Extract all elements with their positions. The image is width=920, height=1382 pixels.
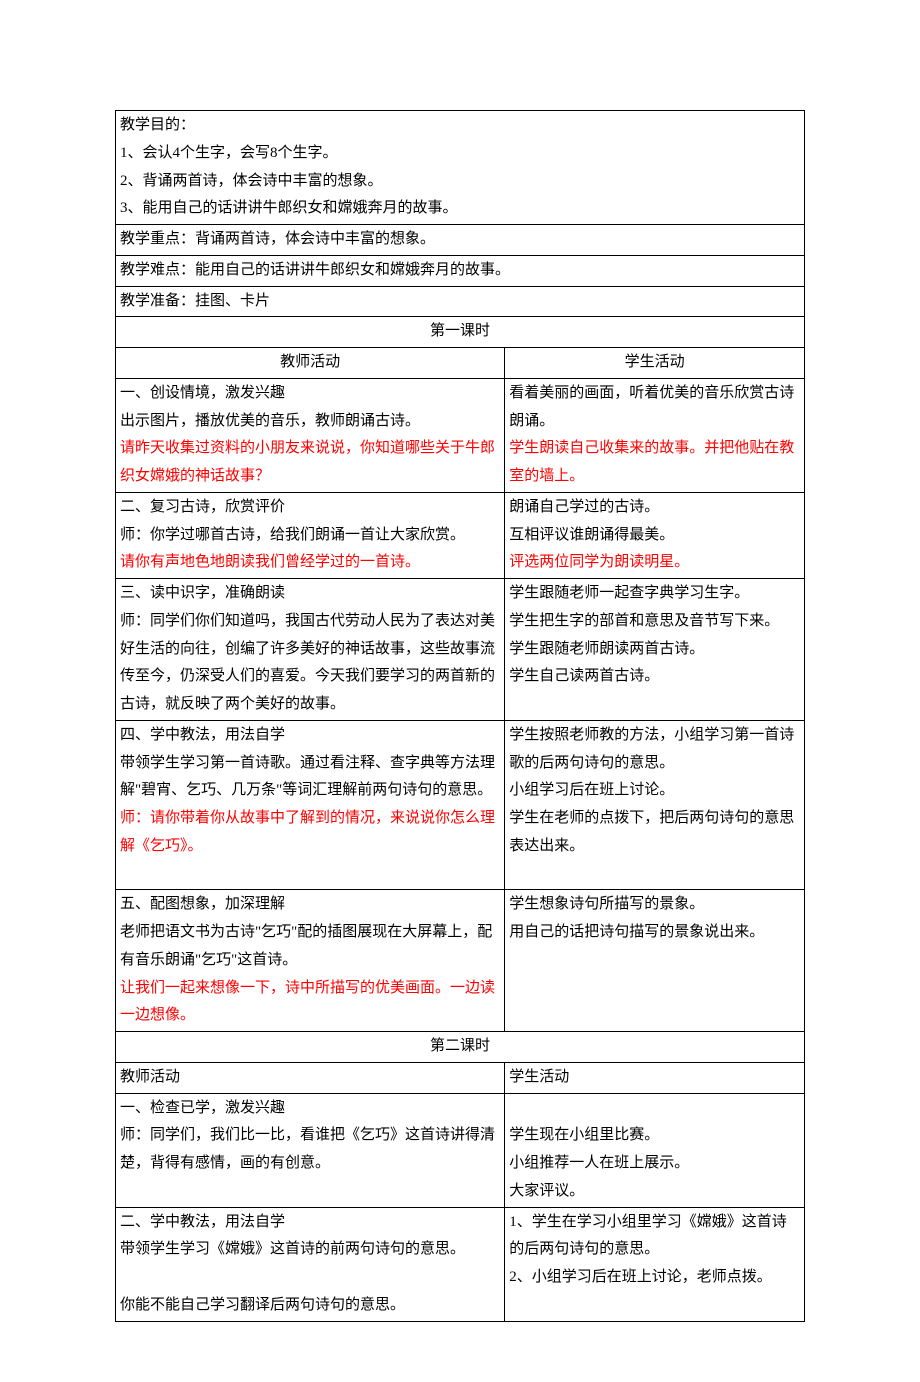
- p2s1-s3: 大家评议。: [509, 1178, 800, 1206]
- p1s1-t3: 请昨天收集过资料的小朋友来说说，你知道哪些关于牛郎织女嫦娥的神话故事？: [120, 435, 500, 491]
- p1s1-s1: 看着美丽的画面，听着优美的音乐欣赏古诗朗诵。: [509, 380, 800, 436]
- table-row: 教师活动 学生活动: [116, 348, 805, 379]
- p1s3-s3: 学生跟随老师朗读两首古诗。: [509, 636, 800, 664]
- p2s2-teacher: 二、学中教法，用法自学 带领学生学习《嫦娥》这首诗的前两句诗句的意思。 你能不能…: [116, 1207, 505, 1321]
- p1s2-s2: 互相评议谁朗诵得最美。: [509, 522, 800, 550]
- p1s2-student: 朗诵自己学过的古诗。 互相评议谁朗诵得最美。 评选两位同学为朗读明星。: [505, 492, 805, 578]
- p2-teacher-header: 教师活动: [116, 1062, 505, 1093]
- p2-student-header: 学生活动: [505, 1062, 805, 1093]
- objective-2: 2、背诵两首诗，体会诗中丰富的想象。: [120, 168, 800, 196]
- p1s5-t3: 让我们一起来想像一下，诗中所描写的优美画面。一边读一边想像。: [120, 975, 500, 1031]
- p2s2-student: 1、学生在学习小组里学习《嫦娥》这首诗的后两句诗句的意思。 2、小组学习后在班上…: [505, 1207, 805, 1321]
- key-point-cell: 教学重点：背诵两首诗，体会诗中丰富的想象。: [116, 225, 805, 256]
- table-row: 教学难点：能用自己的话讲讲牛郎织女和嫦娥奔月的故事。: [116, 255, 805, 286]
- preparation: 教学准备：挂图、卡片: [120, 288, 800, 316]
- p1s5-t2: 老师把语文书为古诗"乞巧"配的插图展现在大屏幕上，配有音乐朗诵"乞巧"这首诗。: [120, 919, 500, 975]
- table-row: 教学目的： 1、会认4个生字，会写8个生字。 2、背诵两首诗，体会诗中丰富的想象…: [116, 111, 805, 225]
- p1s2-s3: 评选两位同学为朗读明星。: [509, 549, 800, 577]
- p1s1-t1: 一、创设情境，激发兴趣: [120, 380, 500, 408]
- p1s2-s1: 朗诵自己学过的古诗。: [509, 494, 800, 522]
- p1s3-s4: 学生自己读两首古诗。: [509, 663, 800, 691]
- p2s2-t1: 二、学中教法，用法自学: [120, 1209, 500, 1237]
- objective-3: 3、能用自己的话讲讲牛郎织女和嫦娥奔月的故事。: [120, 195, 800, 223]
- period2-title-cell: 第二课时: [116, 1032, 805, 1063]
- p1-student-header: 学生活动: [505, 348, 805, 379]
- key-point: 教学重点：背诵两首诗，体会诗中丰富的想象。: [120, 226, 800, 254]
- period1-title: 第一课时: [430, 323, 490, 339]
- p1s2-t3: 请你有声地色地朗读我们曾经学过的一首诗。: [120, 549, 500, 577]
- p2s1-student: 学生现在小组里比赛。 小组推荐一人在班上展示。 大家评议。: [505, 1093, 805, 1207]
- p1s2-teacher: 二、复习古诗，欣赏评价 师：你学过哪首古诗，给我们朗诵一首让大家欣赏。 请你有声…: [116, 492, 505, 578]
- p2s2-t3: 你能不能自己学习翻译后两句诗句的意思。: [120, 1292, 500, 1320]
- p1s5-teacher: 五、配图想象，加深理解 老师把语文书为古诗"乞巧"配的插图展现在大屏幕上，配有音…: [116, 890, 505, 1032]
- p1s4-t3: 师：请你带着你从故事中了解到的情况，来说说你怎么理解《乞巧》。: [120, 805, 500, 861]
- table-row: 三、读中识字，准确朗读 师：同学们你们知道吗，我国古代劳动人民为了表达对美好生活…: [116, 579, 805, 721]
- p1s5-student: 学生想象诗句所描写的景象。 用自己的话把诗句描写的景象说出来。: [505, 890, 805, 1032]
- p1s1-teacher: 一、创设情境，激发兴趣 出示图片，播放优美的音乐，教师朗诵古诗。 请昨天收集过资…: [116, 378, 505, 492]
- p1s1-s2: 学生朗读自己收集来的故事。并把他贴在教室的墙上。: [509, 435, 800, 491]
- p1s3-t1: 三、读中识字，准确朗读: [120, 580, 500, 608]
- p1s1-student: 看着美丽的画面，听着优美的音乐欣赏古诗朗诵。 学生朗读自己收集来的故事。并把他贴…: [505, 378, 805, 492]
- difficulty: 教学难点：能用自己的话讲讲牛郎织女和嫦娥奔月的故事。: [120, 257, 800, 285]
- p1s3-t2: 师：同学们你们知道吗，我国古代劳动人民为了表达对美好生活的向往，创编了许多美好的…: [120, 608, 500, 719]
- objective-1: 1、会认4个生字，会写8个生字。: [120, 140, 800, 168]
- p1-teacher-header: 教师活动: [116, 348, 505, 379]
- table-row: 一、检查已学，激发兴趣 师：同学们，我们比一比，看谁把《乞巧》这首诗讲得清楚，背…: [116, 1093, 805, 1207]
- p2s1-teacher: 一、检查已学，激发兴趣 师：同学们，我们比一比，看谁把《乞巧》这首诗讲得清楚，背…: [116, 1093, 505, 1207]
- objectives-cell: 教学目的： 1、会认4个生字，会写8个生字。 2、背诵两首诗，体会诗中丰富的想象…: [116, 111, 805, 225]
- p1s3-s1: 学生跟随老师一起查字典学习生字。: [509, 580, 800, 608]
- lesson-plan-page: 教学目的： 1、会认4个生字，会写8个生字。 2、背诵两首诗，体会诗中丰富的想象…: [0, 0, 920, 1382]
- difficulty-cell: 教学难点：能用自己的话讲讲牛郎织女和嫦娥奔月的故事。: [116, 255, 805, 286]
- p1s3-s2: 学生把生字的部首和意思及音节写下来。: [509, 608, 800, 636]
- table-row: 第一课时: [116, 317, 805, 348]
- p2s1-t1: 一、检查已学，激发兴趣: [120, 1095, 500, 1123]
- p2s1-s2: 小组推荐一人在班上展示。: [509, 1150, 800, 1178]
- table-row: 五、配图想象，加深理解 老师把语文书为古诗"乞巧"配的插图展现在大屏幕上，配有音…: [116, 890, 805, 1032]
- lesson-plan-table: 教学目的： 1、会认4个生字，会写8个生字。 2、背诵两首诗，体会诗中丰富的想象…: [115, 110, 805, 1322]
- p1s1-t2: 出示图片，播放优美的音乐，教师朗诵古诗。: [120, 408, 500, 436]
- table-row: 一、创设情境，激发兴趣 出示图片，播放优美的音乐，教师朗诵古诗。 请昨天收集过资…: [116, 378, 805, 492]
- table-row: 教学准备：挂图、卡片: [116, 286, 805, 317]
- p2s2-t2: 带领学生学习《嫦娥》这首诗的前两句诗句的意思。: [120, 1236, 500, 1264]
- p1s2-t2: 师：你学过哪首古诗，给我们朗诵一首让大家欣赏。: [120, 522, 500, 550]
- p2s2-s1: 1、学生在学习小组里学习《嫦娥》这首诗的后两句诗句的意思。: [509, 1209, 800, 1265]
- p1s5-s2: 用自己的话把诗句描写的景象说出来。: [509, 919, 800, 947]
- table-row: 二、复习古诗，欣赏评价 师：你学过哪首古诗，给我们朗诵一首让大家欣赏。 请你有声…: [116, 492, 805, 578]
- p1s4-s2: 小组学习后在班上讨论。: [509, 777, 800, 805]
- table-row: 第二课时: [116, 1032, 805, 1063]
- table-row: 二、学中教法，用法自学 带领学生学习《嫦娥》这首诗的前两句诗句的意思。 你能不能…: [116, 1207, 805, 1321]
- objectives-heading: 教学目的：: [120, 112, 800, 140]
- p1s4-student: 学生按照老师教的方法，小组学习第一首诗歌的后两句诗句的意思。 小组学习后在班上讨…: [505, 720, 805, 890]
- table-row: 教师活动 学生活动: [116, 1062, 805, 1093]
- p2s1-t2: 师：同学们，我们比一比，看谁把《乞巧》这首诗讲得清楚，背得有感情，画的有创意。: [120, 1122, 500, 1178]
- table-row: 教学重点：背诵两首诗，体会诗中丰富的想象。: [116, 225, 805, 256]
- period1-title-cell: 第一课时: [116, 317, 805, 348]
- p1s3-student: 学生跟随老师一起查字典学习生字。 学生把生字的部首和意思及音节写下来。 学生跟随…: [505, 579, 805, 721]
- table-row: 四、学中教法，用法自学 带领学生学习第一首诗歌。通过看注释、查字典等方法理解"碧…: [116, 720, 805, 890]
- p1s2-t1: 二、复习古诗，欣赏评价: [120, 494, 500, 522]
- p2s1-s1: 学生现在小组里比赛。: [509, 1122, 800, 1150]
- p1s4-teacher: 四、学中教法，用法自学 带领学生学习第一首诗歌。通过看注释、查字典等方法理解"碧…: [116, 720, 505, 890]
- p2s2-s2: 2、小组学习后在班上讨论，老师点拨。: [509, 1264, 800, 1292]
- p1s4-s3: 学生在老师的点拨下，把后两句诗句的意思表达出来。: [509, 805, 800, 861]
- p1s5-s1: 学生想象诗句所描写的景象。: [509, 891, 800, 919]
- p1s4-t2: 带领学生学习第一首诗歌。通过看注释、查字典等方法理解"碧宵、乞巧、几万条"等词汇…: [120, 750, 500, 806]
- p1s4-t1: 四、学中教法，用法自学: [120, 722, 500, 750]
- p1s4-s1: 学生按照老师教的方法，小组学习第一首诗歌的后两句诗句的意思。: [509, 722, 800, 778]
- preparation-cell: 教学准备：挂图、卡片: [116, 286, 805, 317]
- period2-title: 第二课时: [430, 1038, 490, 1054]
- p1s5-t1: 五、配图想象，加深理解: [120, 891, 500, 919]
- p1s3-teacher: 三、读中识字，准确朗读 师：同学们你们知道吗，我国古代劳动人民为了表达对美好生活…: [116, 579, 505, 721]
